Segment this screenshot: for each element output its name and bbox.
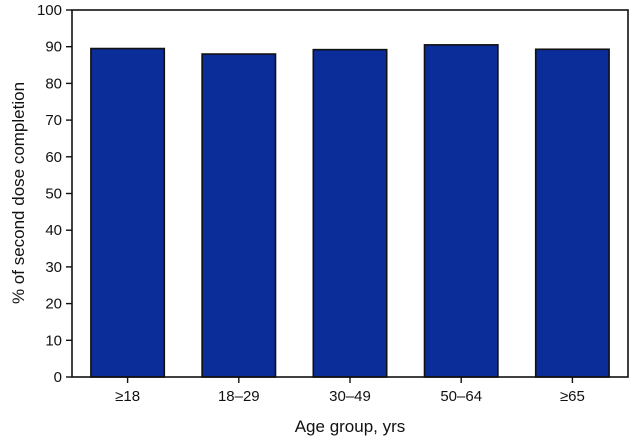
y-tick-label: 80	[45, 75, 62, 92]
bar-4	[423, 44, 499, 378]
y-tick-label: 70	[45, 112, 62, 129]
y-tick-label: 100	[37, 2, 62, 19]
x-axis-ticks: ≥18 18–29 30–49 50–64 ≥65	[115, 377, 585, 405]
y-axis-title: % of second dose completion	[9, 82, 28, 304]
y-tick-label: 20	[45, 296, 62, 313]
bar-2	[201, 53, 277, 378]
bar-1	[90, 47, 166, 378]
y-tick-label: 40	[45, 222, 62, 239]
x-tick-label: ≥65	[560, 388, 585, 405]
y-axis-ticks: 0 10 20 30 40 50 60 70 80 90 100	[37, 2, 72, 386]
x-tick-label: 30–49	[329, 388, 371, 405]
x-tick-label: 50–64	[440, 388, 482, 405]
bars	[90, 44, 610, 378]
y-tick-label: 60	[45, 149, 62, 166]
y-tick-label: 50	[45, 186, 62, 203]
x-tick-label: 18–29	[218, 388, 260, 405]
y-tick-label: 90	[45, 39, 62, 56]
bar-5	[534, 48, 610, 378]
x-tick-label: ≥18	[115, 388, 140, 405]
bar-3	[312, 48, 388, 378]
y-tick-label: 30	[45, 259, 62, 276]
plot-frame	[71, 9, 629, 378]
x-axis-title: Age group, yrs	[295, 417, 406, 436]
y-tick-label: 10	[45, 332, 62, 349]
y-tick-label: 0	[54, 369, 62, 386]
